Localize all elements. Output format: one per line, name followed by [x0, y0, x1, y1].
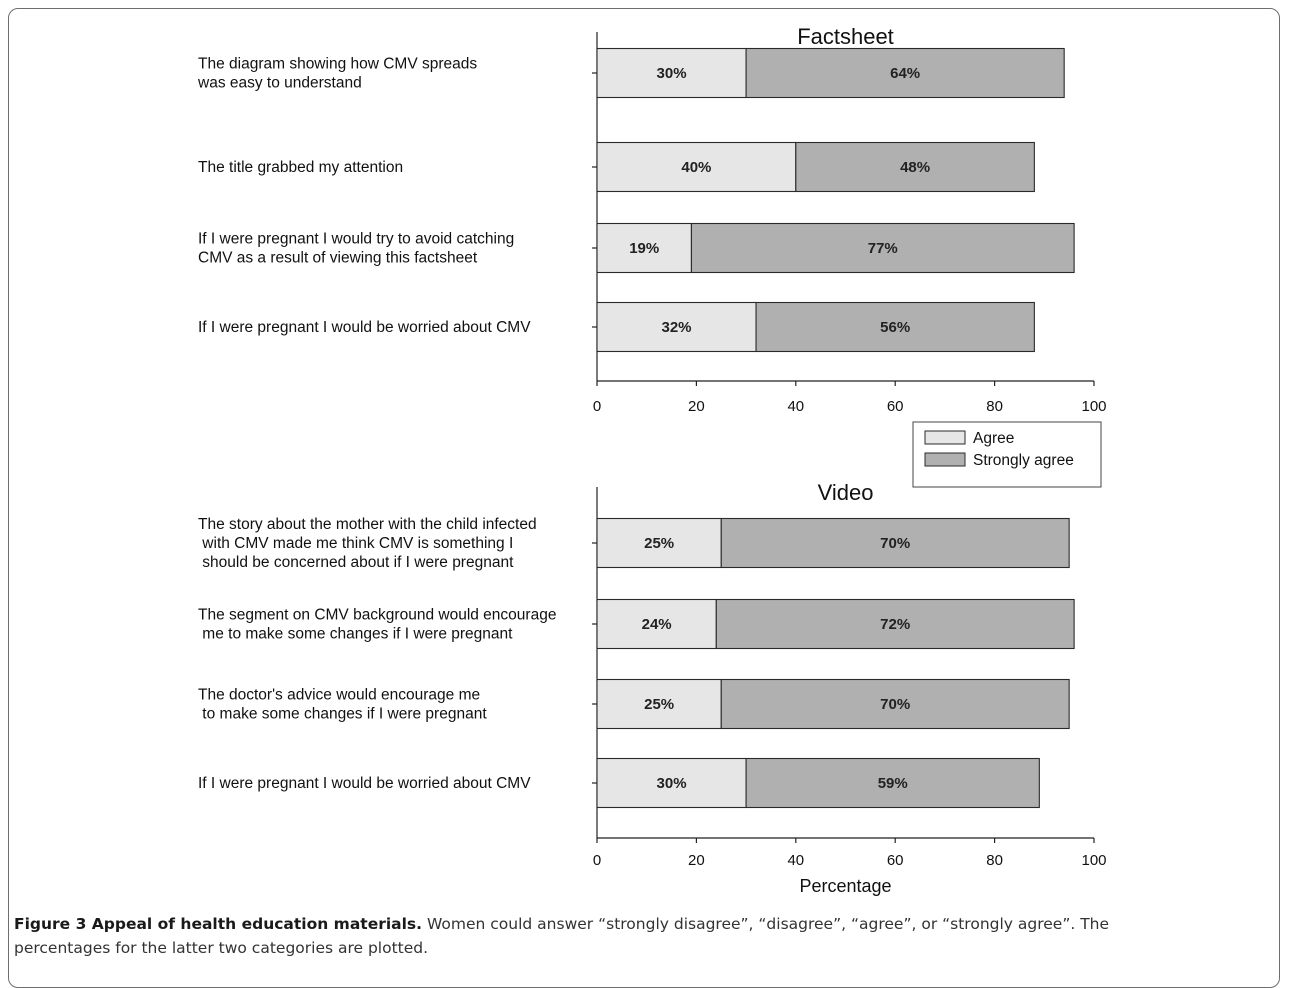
panel-1-x-tick-label: 0 — [593, 398, 601, 415]
panel-1-x-tick-label: 60 — [887, 398, 904, 415]
category-label-line: If I were pregnant I would be worried ab… — [198, 775, 531, 792]
panel-2-x-tick-label: 0 — [593, 852, 601, 869]
legend-label-strongly-agree: Strongly agree — [973, 452, 1074, 469]
bar-data-label-agree: 25% — [644, 535, 674, 552]
legend-swatch-agree — [924, 430, 966, 445]
panel-2-x-tick-label: 40 — [787, 852, 804, 869]
panel-1-category-label: If I were pregnant I would be worried ab… — [198, 319, 531, 336]
panel-1-x-tick-label: 80 — [986, 398, 1003, 415]
bar-strongly-agree — [720, 517, 1070, 569]
panel-1-title: Factsheet — [797, 24, 894, 49]
panel-2-x-tick-label: 100 — [1081, 852, 1106, 869]
category-label-line: The doctor's advice would encourage me — [198, 687, 480, 704]
stacked-bar-figure: Factsheet 0 20 40 60 80 100 The diagram showing… — [197, 24, 1107, 896]
panel-1-category-label: If I were pregnant I would try to avoid … — [198, 231, 514, 267]
figure-caption: Figure 3 Appeal of health education mate… — [14, 912, 1204, 960]
bar-data-label-strongly-agree: 77% — [868, 240, 898, 257]
bar-agree — [596, 757, 747, 809]
category-label-line: The title grabbed my attention — [198, 159, 403, 176]
category-label-line: The segment on CMV background would enco… — [198, 607, 556, 624]
panel-2-x-tick-label: 80 — [986, 852, 1003, 869]
bar-agree — [596, 678, 722, 730]
panel-2-category-label: The story about the mother with the chil… — [198, 516, 537, 571]
bar-data-label-agree: 40% — [681, 159, 711, 176]
bar-data-label-strongly-agree: 70% — [880, 696, 910, 713]
panel-2-category-label: The segment on CMV background would enco… — [198, 607, 556, 643]
bar-strongly-agree — [745, 47, 1065, 99]
bar-data-label-agree: 24% — [642, 616, 672, 633]
bar-strongly-agree — [745, 757, 1040, 809]
bar-data-label-agree: 30% — [657, 65, 687, 82]
bar-data-label-agree: 30% — [657, 775, 687, 792]
bar-data-label-strongly-agree: 59% — [878, 775, 908, 792]
panel-2-category-label: The doctor's advice would encourage me t… — [198, 687, 487, 723]
panel-1-category-label: The diagram showing how CMV spreads was e… — [197, 56, 477, 92]
bar-data-label-strongly-agree: 64% — [890, 65, 920, 82]
bar-data-label-strongly-agree: 72% — [880, 616, 910, 633]
category-label-line: should be concerned about if I were preg… — [198, 554, 514, 571]
category-label-line: The diagram showing how CMV spreads — [198, 56, 477, 73]
bar-data-label-agree: 25% — [644, 696, 674, 713]
legend-label-agree: Agree — [973, 430, 1014, 447]
category-label-line: me to make some changes if I were pregna… — [198, 626, 513, 643]
category-label-line: The story about the mother with the chil… — [198, 516, 537, 533]
bar-strongly-agree — [755, 301, 1035, 353]
bar-strongly-agree — [720, 678, 1070, 730]
bar-data-label-agree: 32% — [662, 319, 692, 336]
bar-strongly-agree — [715, 598, 1075, 650]
caption-text: Women could answer “strongly disagree”, … — [14, 915, 1110, 957]
category-label-line: If I were pregnant I would be worried ab… — [198, 319, 531, 336]
panel-1-x-tick-label: 100 — [1081, 398, 1106, 415]
category-label-line: If I were pregnant I would try to avoid … — [198, 231, 514, 248]
panel-2-x-tick-label: 20 — [688, 852, 705, 869]
panel-1-x-tick-label: 20 — [688, 398, 705, 415]
bar-agree — [596, 517, 722, 569]
bar-strongly-agree — [795, 141, 1035, 193]
category-label-line: with CMV made me think CMV is something … — [198, 535, 513, 552]
bar-data-label-agree: 19% — [629, 240, 659, 257]
bar-agree — [596, 598, 717, 650]
bar-agree — [596, 222, 692, 274]
panel-2-title: Video — [818, 480, 874, 505]
category-label-line: was easy to understand — [197, 75, 362, 92]
bar-agree — [596, 141, 797, 193]
panel-2-x-tick-label: 60 — [887, 852, 904, 869]
caption-label: Figure 3 Appeal of health education mate… — [14, 915, 423, 933]
panel-2-category-label: If I were pregnant I would be worried ab… — [198, 775, 531, 792]
panel-1-category-label: The title grabbed my attention — [198, 159, 403, 176]
bar-strongly-agree — [690, 222, 1075, 274]
category-label-line: to make some changes if I were pregnant — [198, 706, 487, 723]
bar-agree — [596, 47, 747, 99]
bar-data-label-strongly-agree: 48% — [900, 159, 930, 176]
panel-2-x-axis-label: Percentage — [799, 876, 891, 896]
legend-swatch-strongly-agree — [924, 452, 966, 467]
category-label-line: CMV as a result of viewing this factshee… — [198, 250, 478, 267]
panel-1-x-tick-label: 40 — [787, 398, 804, 415]
bar-data-label-strongly-agree: 70% — [880, 535, 910, 552]
bar-data-label-strongly-agree: 56% — [880, 319, 910, 336]
